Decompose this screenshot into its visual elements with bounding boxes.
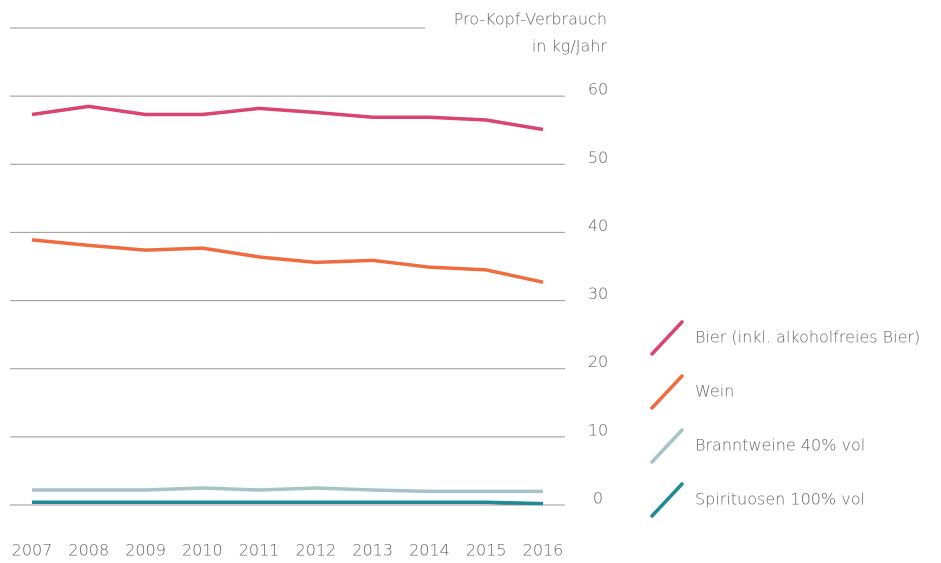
- x-tick-label: 2016: [523, 541, 564, 560]
- y-axis-title: Pro-Kopf-Verbrauch: [454, 10, 607, 29]
- y-tick-label: 20: [588, 352, 608, 371]
- legend-label: Branntweine 40% vol: [695, 436, 865, 455]
- x-tick-label: 2013: [352, 541, 393, 560]
- y-tick-label: 10: [588, 420, 608, 439]
- y-axis-title: in kg/Jahr: [532, 37, 608, 56]
- x-tick-label: 2011: [239, 541, 280, 560]
- x-tick-label: 2009: [125, 541, 166, 560]
- series-line: [32, 500, 544, 506]
- legend-label: Bier (inkl. alkoholfreies Bier): [695, 328, 920, 347]
- x-tick-label: 2007: [12, 541, 53, 560]
- x-tick-label: 2015: [466, 541, 507, 560]
- legend-label: Spirituosen 100% vol: [695, 490, 865, 509]
- legend-swatch: [650, 374, 684, 410]
- x-tick-label: 2014: [409, 541, 450, 560]
- y-tick-label: 60: [588, 80, 608, 99]
- legend-swatch: [650, 320, 684, 356]
- series-line: [32, 486, 543, 494]
- legend-label: Wein: [695, 382, 734, 401]
- y-tick-label: 0: [593, 489, 603, 508]
- legend-swatch: [650, 428, 684, 464]
- y-tick-label: 50: [588, 148, 608, 167]
- legend-swatch: [650, 482, 684, 518]
- y-tick-label: 40: [588, 216, 608, 235]
- x-tick-label: 2012: [296, 541, 337, 560]
- series-line: [31, 104, 544, 132]
- x-tick-label: 2010: [182, 541, 223, 560]
- x-tick-label: 2008: [68, 541, 109, 560]
- series-line: [31, 238, 544, 284]
- y-tick-label: 30: [588, 284, 608, 303]
